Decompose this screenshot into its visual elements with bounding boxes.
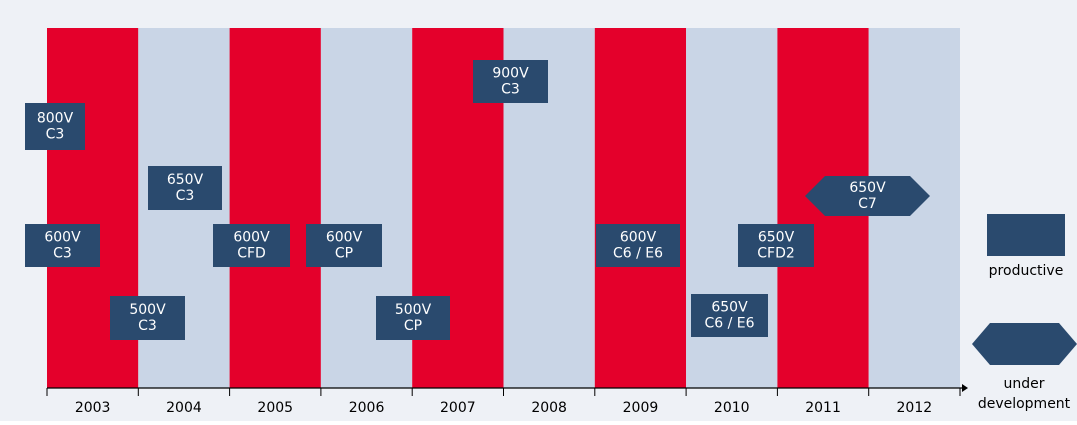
legend-box	[987, 214, 1065, 256]
product-label: C6 / E6	[704, 316, 754, 332]
development-hexagon	[805, 176, 930, 216]
product-label: C7	[858, 196, 877, 212]
product-label: 650V	[711, 300, 748, 316]
product-box	[110, 296, 185, 340]
product-label: 600V	[326, 230, 363, 246]
year-label: 2004	[166, 400, 202, 416]
year-label: 2012	[897, 400, 933, 416]
year-label: 2007	[440, 400, 476, 416]
product-box	[25, 103, 85, 150]
product-label: 650V	[758, 230, 795, 246]
legend-label: development	[978, 396, 1071, 412]
product-label: CFD	[237, 246, 266, 262]
product-label: C3	[46, 127, 65, 143]
year-column	[594, 28, 687, 388]
legend-hexagon	[972, 323, 1077, 365]
year-label: 2005	[257, 400, 293, 416]
product-label: 600V	[44, 230, 81, 246]
year-label: 2011	[805, 400, 841, 416]
legend-label: productive	[989, 263, 1064, 279]
year-label: 2009	[623, 400, 659, 416]
product-label: C3	[138, 318, 157, 334]
product-label: C3	[176, 188, 195, 204]
product-box	[25, 224, 100, 267]
product-label: C3	[501, 82, 520, 98]
product-box	[306, 224, 382, 267]
product-label: 900V	[492, 66, 529, 82]
product-box	[691, 294, 768, 337]
product-label: C3	[53, 246, 72, 262]
product-label: 600V	[233, 230, 270, 246]
product-box	[213, 224, 290, 267]
product-box	[148, 166, 222, 210]
year-column	[229, 28, 321, 388]
product-box	[596, 224, 680, 267]
product-label: 600V	[620, 230, 657, 246]
year-label: 2003	[75, 400, 111, 416]
product-label: 650V	[849, 180, 886, 196]
product-label: CFD2	[757, 246, 795, 262]
product-label: 800V	[37, 111, 74, 127]
product-label: C6 / E6	[613, 246, 663, 262]
year-label: 2008	[531, 400, 567, 416]
product-box	[738, 224, 814, 267]
product-label: CP	[404, 318, 422, 334]
year-label: 2006	[349, 400, 385, 416]
axis-arrow	[962, 384, 968, 392]
product-label: 500V	[129, 302, 166, 318]
product-label: CP	[335, 246, 353, 262]
product-box	[376, 296, 450, 340]
legend-label: under	[1003, 376, 1044, 392]
product-label: 650V	[167, 172, 204, 188]
product-label: 500V	[395, 302, 432, 318]
year-label: 2010	[714, 400, 750, 416]
product-box	[473, 60, 548, 103]
